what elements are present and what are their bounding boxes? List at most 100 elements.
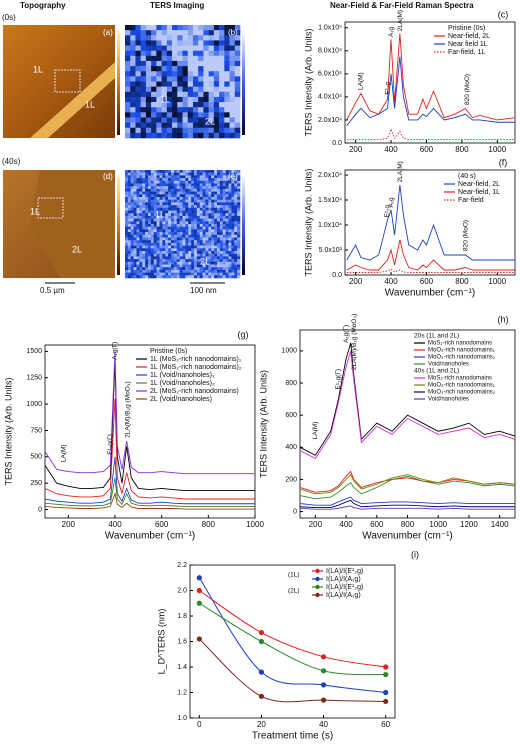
pixel — [156, 50, 162, 57]
pixel — [237, 245, 241, 249]
pixel — [156, 107, 162, 113]
pixel — [198, 35, 204, 41]
pixel — [219, 218, 224, 222]
pixel — [228, 213, 232, 217]
pixel — [176, 224, 180, 227]
pixel — [219, 213, 224, 217]
pixel — [162, 186, 166, 190]
pixel — [176, 259, 180, 263]
pixel — [145, 186, 149, 190]
pixel — [182, 45, 189, 51]
pixel — [179, 232, 183, 236]
pixel — [172, 81, 178, 87]
pixel — [150, 245, 155, 249]
pixel — [127, 188, 132, 192]
pixel — [127, 194, 132, 198]
pixel — [145, 76, 152, 82]
pixel — [196, 194, 201, 198]
pixel — [205, 251, 209, 254]
pixel — [196, 172, 201, 176]
pixel — [234, 102, 241, 108]
pixel — [222, 240, 226, 244]
pixel — [136, 218, 140, 222]
pixel — [153, 191, 157, 195]
pixel — [139, 275, 143, 279]
pixel — [171, 178, 175, 182]
pixel — [168, 224, 172, 227]
pixel — [133, 215, 137, 219]
pixel — [217, 183, 221, 187]
pixel — [217, 275, 221, 279]
y-tick-label: 400 — [285, 444, 297, 451]
pixel — [145, 107, 152, 113]
pixel — [237, 218, 241, 222]
pixel — [179, 199, 183, 203]
pixel — [145, 237, 149, 241]
legend-label: I(LA)/I(E¹₂g) — [326, 568, 363, 575]
pixel — [168, 180, 172, 184]
pixel — [219, 122, 225, 129]
pixel — [202, 199, 206, 203]
legend-label: MoO₃-rich nanodomains₁ — [428, 383, 495, 389]
pixel — [150, 175, 155, 179]
pixel — [194, 197, 198, 200]
pixel — [153, 180, 157, 184]
pixel — [208, 71, 215, 77]
pixel — [196, 221, 201, 225]
pixel — [165, 188, 169, 192]
x-tick-label: 200 — [309, 520, 323, 529]
pixel — [214, 224, 218, 227]
pixel — [156, 127, 162, 134]
pixel — [219, 261, 224, 265]
legend-label: MoO₃-rich nanodomains₂ — [428, 355, 496, 361]
pixel — [140, 91, 147, 98]
pixel — [198, 127, 204, 134]
pixel — [156, 261, 160, 265]
pixel — [162, 221, 166, 225]
pixel — [199, 188, 203, 192]
pixel — [182, 30, 189, 36]
pixel — [135, 40, 141, 46]
pixel — [199, 229, 203, 233]
peak-label: 820 (MoO) — [462, 220, 469, 251]
pixel — [172, 35, 178, 41]
pixel — [145, 234, 149, 238]
pixel — [177, 55, 183, 62]
pixel — [148, 269, 152, 273]
pixel — [199, 240, 203, 244]
pixel — [211, 175, 215, 179]
pixel — [153, 242, 157, 246]
pixel — [179, 261, 183, 265]
pixel — [139, 210, 143, 214]
pixel — [228, 237, 232, 241]
pixel — [176, 221, 180, 225]
pixel — [165, 205, 169, 209]
pixel — [179, 183, 183, 187]
pixel — [188, 170, 192, 173]
pixel — [224, 66, 230, 72]
pixel — [191, 213, 195, 217]
pixel — [222, 172, 226, 176]
pixel — [219, 191, 224, 195]
pixel — [198, 81, 204, 87]
pixel — [179, 221, 183, 225]
pixel — [135, 25, 141, 31]
pixel — [196, 237, 201, 241]
pixel — [188, 180, 192, 184]
pixel — [219, 234, 224, 238]
pixel — [229, 81, 236, 87]
pixel — [172, 45, 178, 51]
pixel — [145, 178, 149, 182]
pixel — [125, 35, 131, 41]
x-tick-label: 40 — [319, 720, 328, 729]
pixel — [145, 183, 149, 187]
pixel — [159, 224, 163, 227]
pixel — [202, 272, 206, 276]
pixel — [179, 229, 183, 233]
pixel — [225, 215, 229, 219]
pixel — [135, 66, 141, 72]
pixel — [171, 197, 175, 200]
data-point — [258, 638, 265, 645]
pixel — [179, 259, 183, 263]
pixel — [229, 132, 236, 139]
